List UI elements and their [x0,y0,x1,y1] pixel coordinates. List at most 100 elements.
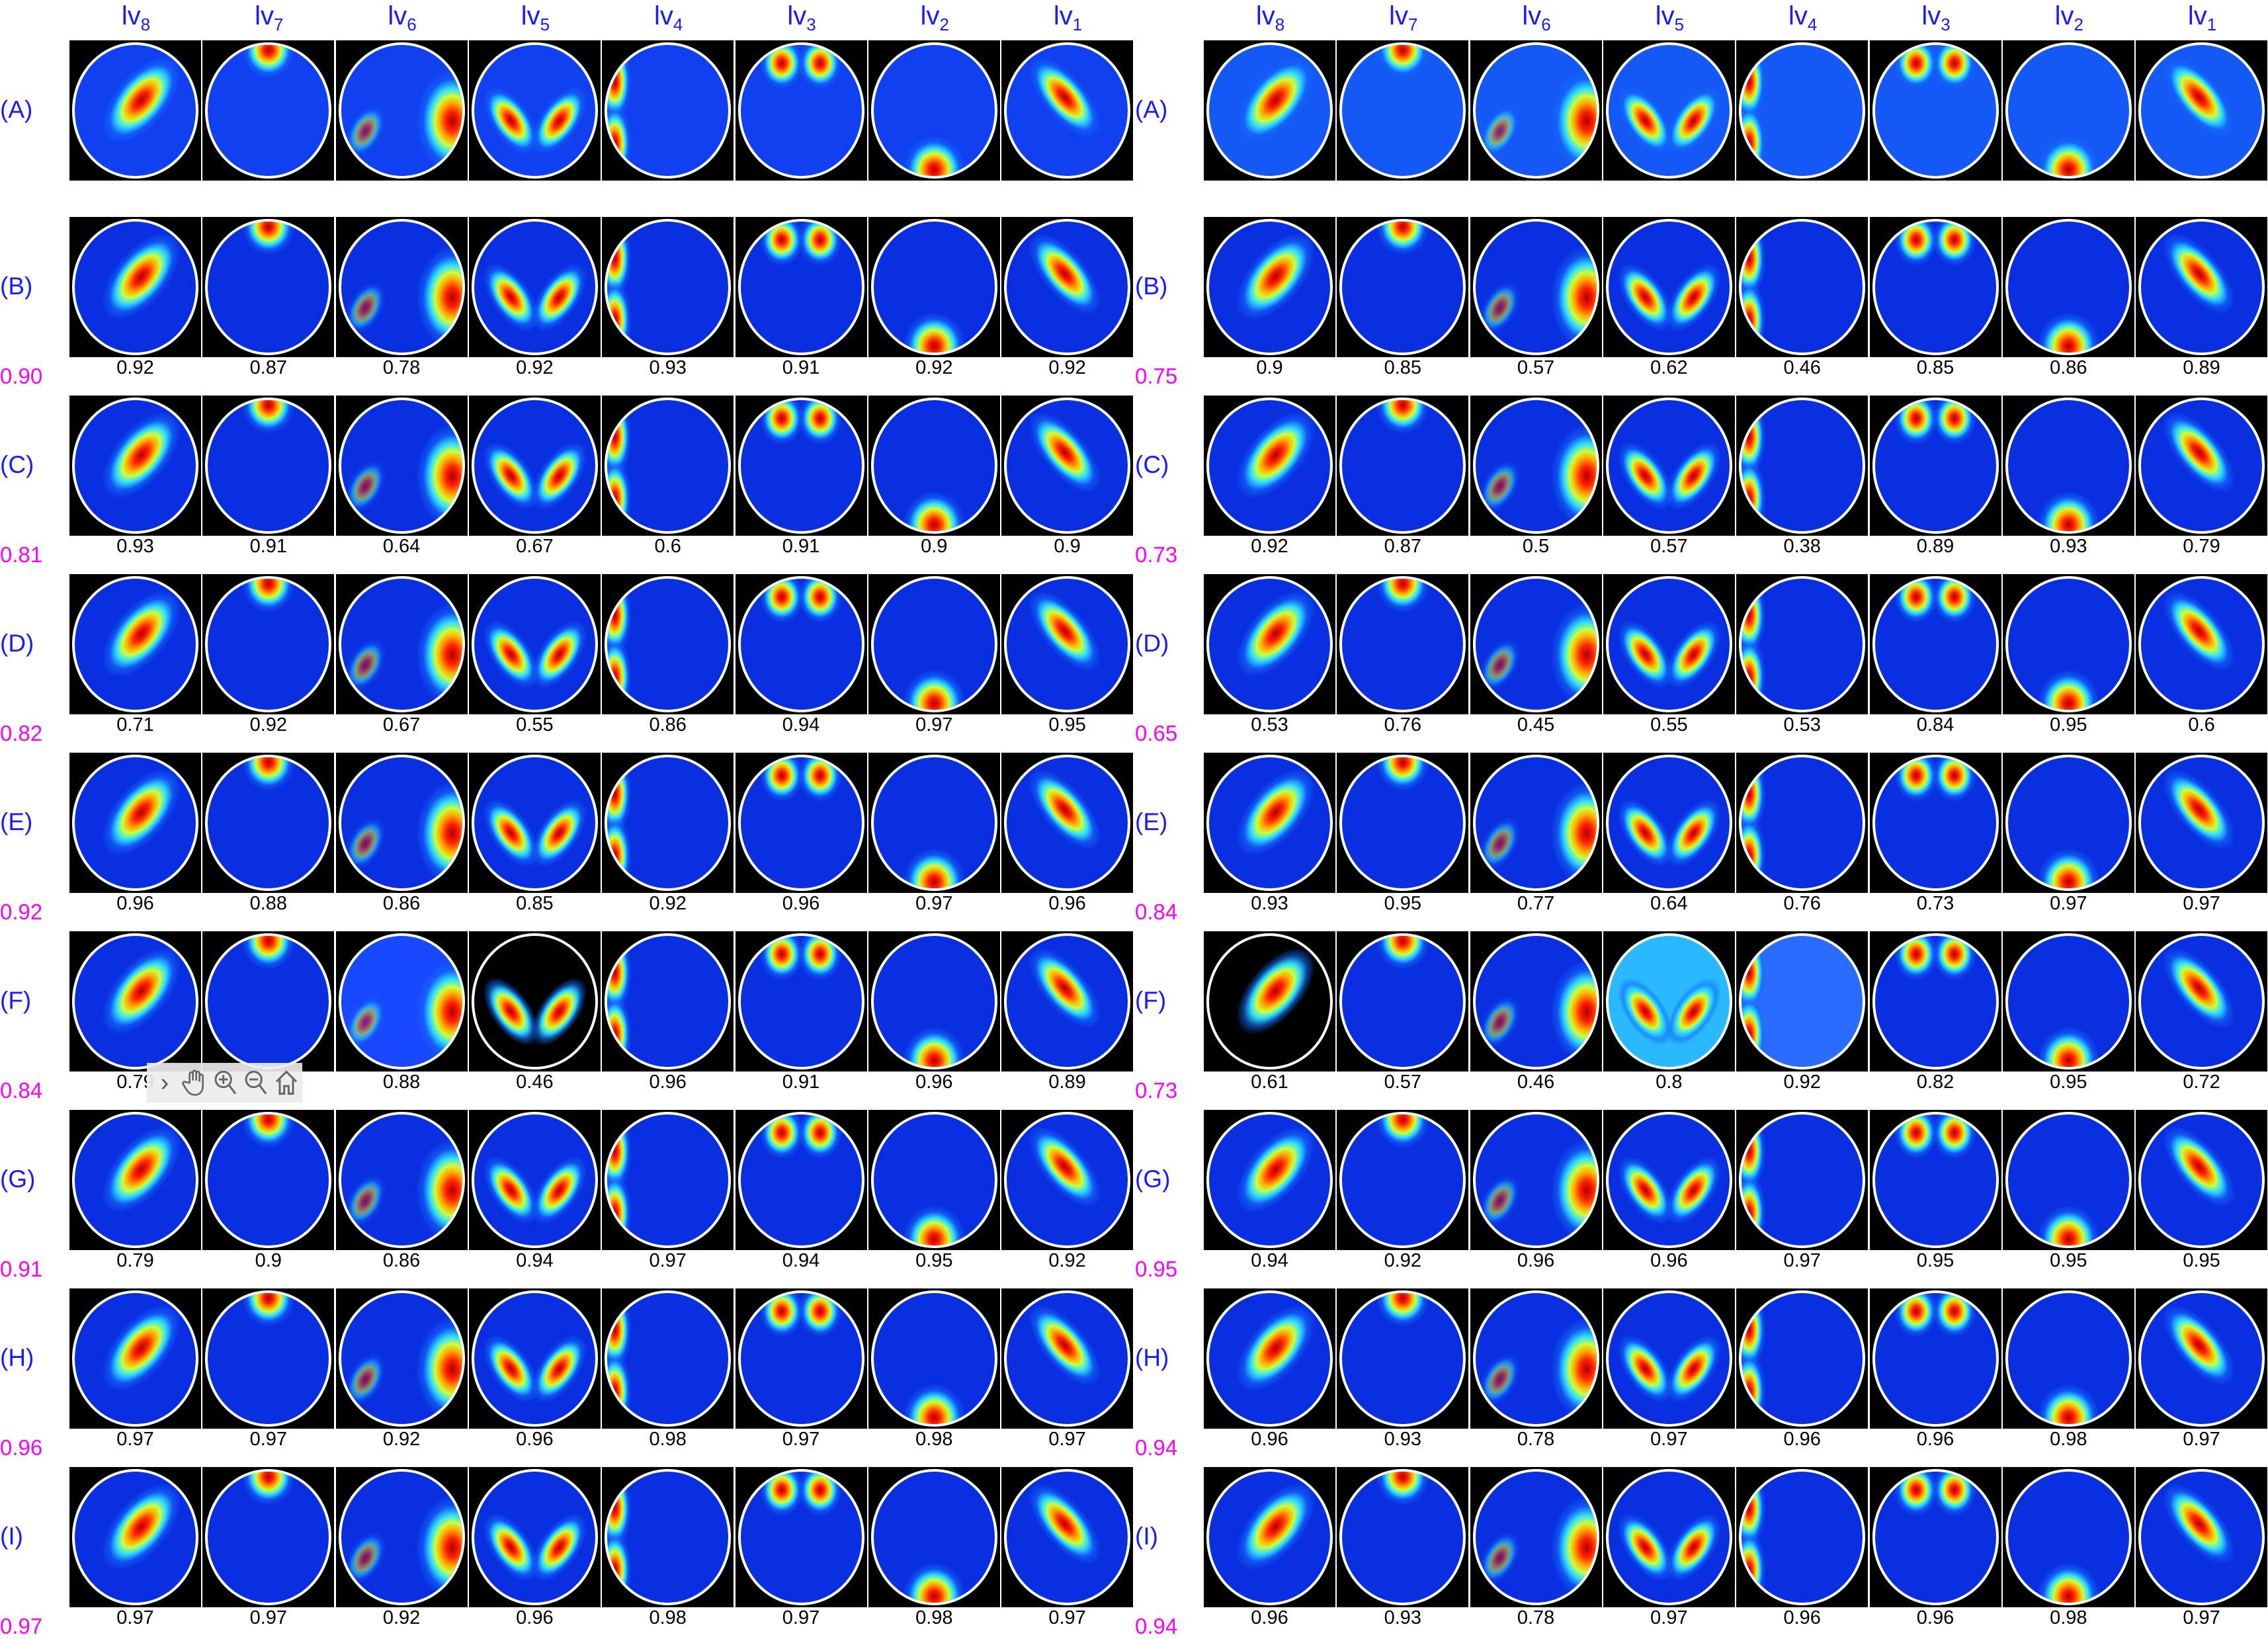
intensity-disk [1206,1112,1333,1248]
intensity-blob [416,423,462,529]
similarity-value: 0.97 [915,893,953,914]
intensity-blob [1933,757,1977,802]
map-cell [1337,1288,1469,1429]
similarity-value: 0.57 [1384,1072,1422,1093]
intensity-disk [1605,755,1732,891]
map-cell [468,1467,601,1607]
column-header-lv8: lv8 [1204,1,1337,35]
intensity-blob [798,579,843,624]
similarity-value: 0.92 [116,357,154,378]
intensity-blob [1894,222,1938,267]
intensity-disk [1004,933,1131,1070]
similarity-value: 0.93 [1251,893,1288,914]
similarity-value: 0.97 [2183,1429,2220,1450]
home-button[interactable] [273,1066,300,1100]
similarity-value: 0.97 [2050,893,2087,914]
intensity-disk [1605,42,1732,179]
similarity-value: 0.86 [649,714,687,735]
map-cell [1337,574,1469,714]
column-header-base: lv [920,1,940,30]
intensity-disk [471,398,598,534]
map-cell [1736,1467,1869,1607]
column-header-base: lv [121,1,141,30]
intensity-disk [1872,1112,1999,1248]
intensity-disk [737,933,864,1070]
row-score: 0.96 [0,1435,43,1460]
intensity-disk [1472,42,1599,179]
intensity-blob [416,1316,462,1422]
similarity-value: 0.76 [1783,893,1821,914]
intensity-blob [902,847,966,888]
row-label: (C) [1135,451,1169,478]
similarity-value: 0.78 [382,357,421,378]
column-header-lv4: lv4 [1736,1,1869,35]
intensity-disk [72,1290,198,1427]
intensity-blob [1016,1293,1114,1398]
intensity-blob [1376,222,1430,256]
pan-button[interactable] [181,1066,209,1100]
column-header-base: lv [521,1,540,30]
intensity-disk [870,755,997,891]
map-cell [202,1110,335,1250]
map-cell [1736,40,1869,181]
intensity-blob [902,312,966,353]
row-label: (E) [0,808,33,835]
intensity-blob [1742,280,1766,353]
similarity-value: 0.97 [249,1429,288,1450]
similarity-value: 0.95 [2050,714,2087,735]
intensity-disk [2005,1290,2132,1427]
row-label: (C) [0,451,34,478]
map-cell [1869,931,2001,1072]
similarity-value: 0.98 [915,1607,953,1628]
similarity-value: 0.96 [516,1607,554,1628]
map-cell [1603,931,1735,1072]
map-cell [2002,574,2134,714]
similarity-value: 0.97 [1048,1607,1086,1628]
column-header-lv7: lv7 [1337,1,1470,35]
intensity-blob [607,1531,632,1603]
intensity-blob [1221,1472,1330,1584]
map-cell [602,396,734,536]
intensity-blob [1016,400,1114,505]
intensity-blob [759,222,804,267]
intensity-disk [471,1469,598,1605]
map-cell [1337,753,1469,893]
similarity-value: 0.92 [915,357,953,378]
similarity-value: 0.93 [2050,536,2087,557]
map-cell [602,1110,734,1250]
map-cell [468,217,601,357]
map-cell [202,1467,335,1607]
similarity-value: 0.97 [2183,1607,2220,1628]
intensity-blob [1376,45,1430,79]
intensity-disk [72,398,198,534]
intensity-disk [605,219,732,355]
column-header-subscript: 8 [140,15,151,34]
similarity-value: 0.92 [1251,536,1288,557]
column-header-base: lv [1655,1,1675,30]
intensity-disk [205,42,332,179]
similarity-value: 0.79 [2183,536,2220,557]
map-cell [1736,753,1869,893]
zoom-in-button[interactable] [212,1066,239,1100]
intensity-disk [1739,42,1866,179]
intensity-disk [737,1112,864,1248]
map-cell [868,1467,1000,1607]
intensity-disk [471,755,598,891]
similarity-value: 0.95 [1048,714,1086,735]
row-label: (D) [0,630,34,657]
intensity-disk [205,1469,332,1605]
similarity-value: 0.96 [1650,1250,1688,1271]
intensity-blob [241,1472,296,1506]
intensity-disk [338,219,465,355]
toolbar-expand-button[interactable]: › [151,1066,179,1100]
intensity-disk [1872,933,1999,1070]
intensity-disk [2138,1469,2265,1605]
column-header-base: lv [255,1,274,30]
intensity-blob [87,579,196,691]
map-cell [2002,1288,2134,1429]
row-label: (G) [0,1165,36,1193]
intensity-blob [1894,1114,1938,1159]
intensity-blob [341,274,395,342]
zoom-out-button[interactable] [242,1066,270,1100]
column-header-lv5: lv5 [1603,1,1736,35]
